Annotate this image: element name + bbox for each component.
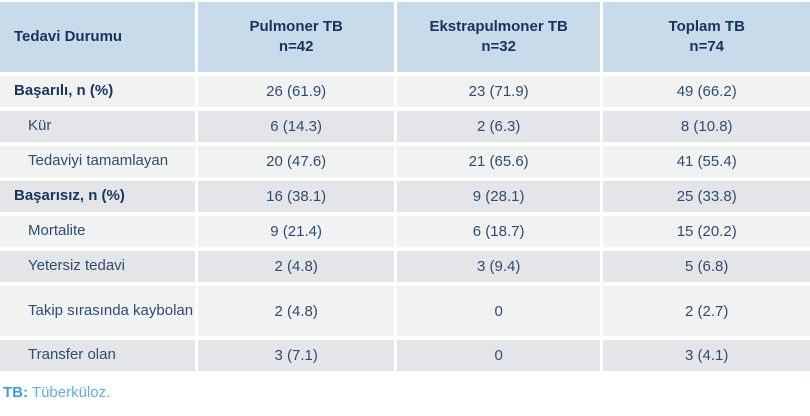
cell-value: 2 (4.8) (198, 251, 397, 286)
table-row-kur: Kür 6 (14.3) 2 (6.3) 8 (10.8) (0, 111, 810, 146)
cell-value: 25 (33.8) (603, 181, 810, 216)
footnote-abbreviation: TB: (3, 384, 28, 401)
row-label: Başarılı, n (%) (0, 76, 199, 111)
cell-value: 2 (4.8) (198, 286, 397, 340)
column-header-pulmoner-tb: Pulmoner TB n=42 (198, 2, 397, 76)
column-n: n=32 (481, 38, 516, 55)
cell-value: 9 (28.1) (396, 181, 604, 216)
column-header-label: Tedavi Durumu (14, 27, 123, 45)
column-title: Pulmoner TB (249, 17, 343, 35)
table-row-tedaviyi-tamamlayan: Tedaviyi tamamlayan 20 (47.6) 21 (65.6) … (0, 146, 810, 181)
cell-value: 41 (55.4) (603, 146, 810, 181)
cell-value: 2 (2.7) (603, 286, 810, 340)
cell-value: 0 (396, 286, 604, 340)
column-title: Toplam TB (668, 17, 745, 35)
table-row-yetersiz-tedavi: Yetersiz tedavi 2 (4.8) 3 (9.4) 5 (6.8) (0, 251, 810, 286)
cell-value: 9 (21.4) (198, 216, 397, 251)
row-label: Yetersiz tedavi (0, 251, 199, 286)
table-row-takip-sirasinda-kaybolan: Takip sırasında kaybolan 2 (4.8) 0 2 (2.… (0, 286, 810, 340)
row-label: Tedaviyi tamamlayan (0, 146, 199, 181)
table-row-transfer-olan: Transfer olan 3 (7.1) 0 3 (4.1) (0, 340, 810, 375)
footnote: TB: Tüberküloz. (3, 384, 810, 401)
cell-value: 8 (10.8) (603, 111, 810, 146)
table-header: Tedavi Durumu Pulmoner TB n=42 Ekstrapul… (0, 2, 810, 76)
cell-value: 6 (14.3) (198, 111, 397, 146)
cell-value: 15 (20.2) (603, 216, 810, 251)
cell-value: 20 (47.6) (198, 146, 397, 181)
cell-value: 6 (18.7) (396, 216, 604, 251)
row-label: Transfer olan (0, 340, 199, 375)
cell-value: 5 (6.8) (603, 251, 810, 286)
column-header-toplam-tb: Toplam TB n=74 (603, 2, 810, 76)
column-n: n=42 (278, 38, 314, 55)
footnote-expansion: Tüberküloz. (31, 384, 111, 401)
row-label: Takip sırasında kaybolan (0, 286, 199, 340)
cell-value: 3 (4.1) (603, 340, 810, 375)
cell-value: 21 (65.6) (396, 146, 604, 181)
column-header-tedavi-durumu: Tedavi Durumu (0, 2, 199, 76)
cell-value: 26 (61.9) (198, 76, 397, 111)
cell-value: 49 (66.2) (603, 76, 810, 111)
column-header-ekstrapulmoner-tb: Ekstrapulmoner TB n=32 (396, 2, 604, 76)
cell-value: 23 (71.9) (396, 76, 604, 111)
column-title: Ekstrapulmoner TB (429, 17, 568, 35)
cell-value: 0 (396, 340, 604, 375)
row-label: Kür (0, 111, 199, 146)
row-label: Başarısız, n (%) (0, 181, 199, 216)
cell-value: 3 (7.1) (198, 340, 397, 375)
table-row-basarili: Başarılı, n (%) 26 (61.9) 23 (71.9) 49 (… (0, 76, 810, 111)
cell-value: 3 (9.4) (396, 251, 604, 286)
table-body: Başarılı, n (%) 26 (61.9) 23 (71.9) 49 (… (0, 76, 810, 375)
table-row-mortalite: Mortalite 9 (21.4) 6 (18.7) 15 (20.2) (0, 216, 810, 251)
header-row: Tedavi Durumu Pulmoner TB n=42 Ekstrapul… (0, 2, 810, 76)
column-n: n=74 (689, 38, 725, 55)
table-row-basarisiz: Başarısız, n (%) 16 (38.1) 9 (28.1) 25 (… (0, 181, 810, 216)
treatment-outcomes-table: Tedavi Durumu Pulmoner TB n=42 Ekstrapul… (0, 2, 810, 375)
row-label: Mortalite (0, 216, 199, 251)
cell-value: 16 (38.1) (198, 181, 397, 216)
cell-value: 2 (6.3) (396, 111, 604, 146)
